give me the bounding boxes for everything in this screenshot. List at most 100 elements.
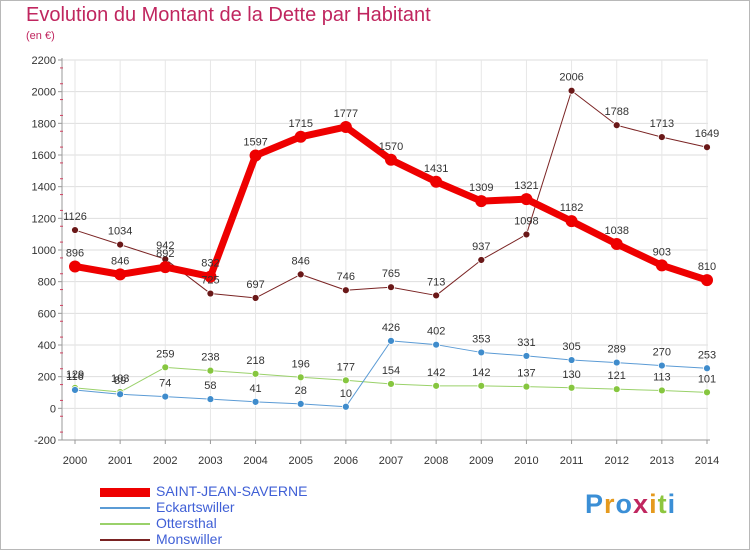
data-label-eckartswiller: 28 <box>295 385 307 397</box>
data-label-ottersthal: 103 <box>111 373 129 385</box>
x-tick-label: 2000 <box>63 455 87 467</box>
legend-swatch <box>100 507 150 509</box>
data-point-ottersthal <box>161 363 170 372</box>
data-point-ottersthal <box>296 373 305 382</box>
data-label-ottersthal: 142 <box>472 367 490 379</box>
data-point-eckartswiller <box>116 390 125 399</box>
data-point-eckartswiller <box>206 395 215 404</box>
x-tick-label: 2005 <box>288 455 312 467</box>
data-point-monswiller <box>251 294 260 302</box>
data-point-eckartswiller <box>251 397 260 406</box>
data-label-eckartswiller: 270 <box>653 347 671 359</box>
data-label-monswiller: 725 <box>201 275 219 287</box>
data-label-saint-jean-saverne: 832 <box>201 258 219 270</box>
data-label-saint-jean-saverne: 1777 <box>334 108 358 120</box>
x-tick-label: 2009 <box>469 455 493 467</box>
data-point-saint-jean-saverne <box>249 149 262 162</box>
data-label-monswiller: 937 <box>472 241 490 253</box>
legend-label: Monswiller <box>156 531 223 547</box>
data-point-eckartswiller <box>612 358 621 367</box>
x-tick-label: 2001 <box>108 455 132 467</box>
data-label-monswiller: 1034 <box>108 226 132 238</box>
data-label-eckartswiller: 331 <box>517 337 535 349</box>
data-point-saint-jean-saverne <box>159 261 172 274</box>
y-tick-label: 2200 <box>32 55 56 67</box>
data-point-saint-jean-saverne <box>339 120 352 133</box>
data-label-saint-jean-saverne: 1038 <box>604 225 628 237</box>
data-point-eckartswiller <box>432 340 441 349</box>
data-label-saint-jean-saverne: 1597 <box>243 136 267 148</box>
data-label-ottersthal: 196 <box>292 358 310 370</box>
x-tick-label: 2010 <box>514 455 538 467</box>
data-label-saint-jean-saverne: 846 <box>111 255 129 267</box>
logo-letter: x <box>633 489 650 519</box>
data-point-ottersthal <box>703 388 711 397</box>
data-label-monswiller: 1098 <box>514 215 538 227</box>
data-point-saint-jean-saverne <box>204 270 217 283</box>
data-point-saint-jean-saverne <box>430 175 443 188</box>
data-label-monswiller: 846 <box>292 255 310 267</box>
data-point-saint-jean-saverne <box>610 237 623 250</box>
data-label-ottersthal: 259 <box>156 348 174 360</box>
data-label-saint-jean-saverne: 1182 <box>560 202 584 214</box>
data-point-saint-jean-saverne <box>114 268 127 281</box>
data-point-eckartswiller <box>341 402 350 411</box>
data-label-eckartswiller: 402 <box>427 326 445 338</box>
data-point-ottersthal <box>387 380 395 388</box>
data-label-eckartswiller: 74 <box>159 378 171 390</box>
data-label-ottersthal: 130 <box>562 369 580 381</box>
x-tick-label: 2013 <box>650 455 674 467</box>
data-labels: 1126 1034 942 725 697 846 746 765 713 937 1098 2006… <box>63 72 719 400</box>
data-label-monswiller: 1649 <box>695 128 719 140</box>
logo-letter: r <box>604 489 616 519</box>
data-label-saint-jean-saverne: 1431 <box>424 163 448 175</box>
data-point-eckartswiller <box>296 399 305 408</box>
data-label-ottersthal: 113 <box>653 371 671 383</box>
data-point-monswiller <box>522 230 531 239</box>
data-label-monswiller: 1788 <box>604 106 628 118</box>
data-label-eckartswiller: 253 <box>698 349 716 361</box>
data-point-eckartswiller <box>161 392 170 401</box>
data-point-eckartswiller <box>522 352 531 360</box>
data-point-ottersthal <box>657 386 666 395</box>
data-point-monswiller <box>432 291 441 300</box>
data-point-saint-jean-saverne <box>701 274 713 287</box>
data-point-ottersthal <box>522 382 531 391</box>
data-label-eckartswiller: 426 <box>382 322 400 334</box>
data-point-eckartswiller <box>657 361 666 370</box>
data-point-monswiller <box>612 121 621 130</box>
data-label-eckartswiller: 116 <box>66 371 84 383</box>
data-label-ottersthal: 218 <box>246 355 264 367</box>
chart-subtitle: (en €) <box>26 30 55 42</box>
data-label-ottersthal: 137 <box>517 368 535 380</box>
data-label-saint-jean-saverne: 903 <box>653 246 671 258</box>
y-tick-label: 200 <box>38 372 56 384</box>
chart-title: Evolution du Montant de la Dette par Hab… <box>26 4 431 26</box>
data-point-monswiller <box>703 143 711 152</box>
data-label-saint-jean-saverne: 1309 <box>469 182 493 194</box>
data-point-ottersthal <box>567 383 576 392</box>
data-label-ottersthal: 154 <box>382 365 400 377</box>
data-label-saint-jean-saverne: 896 <box>66 247 84 259</box>
x-tick-label: 2008 <box>424 455 448 467</box>
y-tick-label: 0 <box>50 403 56 415</box>
data-label-ottersthal: 238 <box>201 352 219 364</box>
logo-letter: P <box>585 489 605 519</box>
data-label-monswiller: 1126 <box>63 211 87 223</box>
y-tick-label: 1800 <box>32 118 56 130</box>
data-label-monswiller: 697 <box>246 279 264 291</box>
x-tick-label: 2004 <box>243 455 267 467</box>
data-point-ottersthal <box>612 385 621 394</box>
data-label-monswiller: 765 <box>382 268 400 280</box>
data-point-ottersthal <box>477 381 486 390</box>
legend-label: SAINT-JEAN-SAVERNE <box>156 483 308 499</box>
proxiti-logo: Proxiti <box>585 489 676 520</box>
data-label-eckartswiller: 353 <box>472 333 490 345</box>
data-label-ottersthal: 121 <box>608 370 626 382</box>
data-point-saint-jean-saverne <box>655 259 668 272</box>
data-point-saint-jean-saverne <box>294 130 307 143</box>
series-lines <box>69 86 713 411</box>
y-tick-label: 2000 <box>32 87 56 99</box>
logo-letter: i <box>649 489 658 519</box>
